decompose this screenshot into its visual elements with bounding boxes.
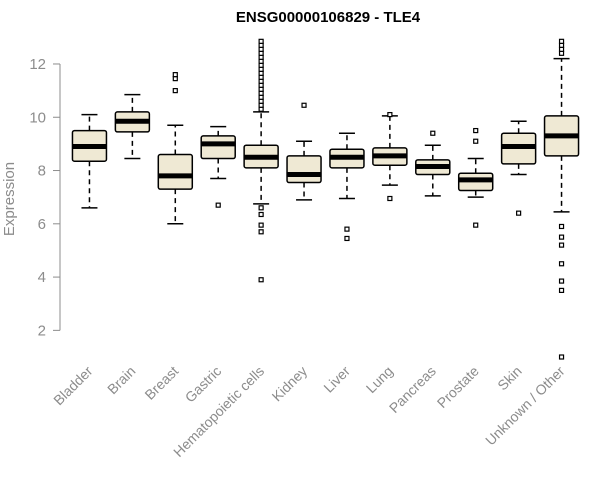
- box-pancreas: [415, 130, 451, 197]
- outlier-point: [473, 138, 479, 144]
- y-tick-label: 4: [38, 269, 46, 286]
- box-skin: [500, 120, 537, 216]
- outlier-point: [558, 242, 565, 248]
- outlier-point: [258, 211, 264, 218]
- outlier-point: [473, 222, 479, 228]
- chart-title: ENSG00000106829 - TLE4: [236, 9, 421, 26]
- outlier-point: [558, 234, 565, 240]
- outlier-point: [172, 88, 178, 94]
- y-axis: 2 4 6 8 10 12: [29, 56, 61, 339]
- x-tick-label: Lung: [363, 363, 396, 396]
- x-tick-label: Unknown / Other: [482, 363, 568, 449]
- box-prostate: [457, 127, 494, 228]
- outlier-point: [258, 38, 264, 44]
- x-tick-label: Liver: [320, 363, 353, 396]
- outlier-point: [558, 287, 565, 294]
- outlier-point: [344, 226, 350, 232]
- x-tick-label: Brain: [104, 363, 138, 397]
- box-gastric: [200, 125, 236, 208]
- box-lung: [372, 111, 408, 202]
- outlier-point: [344, 235, 350, 242]
- y-tick-label: 8: [38, 163, 46, 180]
- x-tick-label: Prostate: [434, 363, 482, 411]
- box-breast: [157, 72, 194, 225]
- outlier-point: [473, 127, 479, 134]
- outlier-point: [258, 222, 264, 228]
- x-tick-label: Gastric: [182, 363, 225, 406]
- outlier-point: [258, 277, 264, 283]
- x-tick-label: Kidney: [269, 363, 311, 405]
- outlier-point: [558, 261, 565, 267]
- y-tick-label: 12: [29, 56, 46, 73]
- outlier-point: [215, 202, 221, 208]
- outlier-point: [558, 354, 565, 360]
- outlier-point: [430, 130, 436, 136]
- outlier-point: [301, 102, 307, 108]
- boxes-group: [71, 38, 580, 360]
- outlier-point: [516, 210, 522, 216]
- outlier-point: [387, 195, 393, 202]
- x-tick-label: Breast: [141, 363, 181, 403]
- y-tick-label: 10: [29, 109, 46, 126]
- outlier-point: [258, 205, 264, 211]
- y-tick-label: 6: [38, 216, 46, 233]
- outlier-point: [558, 38, 565, 44]
- outlier-point: [558, 278, 565, 284]
- outlier-point: [258, 229, 264, 235]
- outlier-point: [172, 72, 178, 78]
- box-liver: [329, 132, 365, 242]
- outlier-point: [558, 223, 565, 230]
- x-tick-label: Bladder: [50, 363, 96, 409]
- iqr-box: [200, 135, 236, 160]
- box-brain: [114, 93, 151, 160]
- box-kidney: [286, 102, 322, 201]
- y-tick-label: 2: [38, 322, 46, 339]
- x-tick-label: Skin: [494, 363, 525, 394]
- box-hematopoietic-cells: [243, 38, 279, 283]
- iqr-box: [286, 155, 322, 184]
- outlier-point: [387, 111, 393, 118]
- box-unknown-other: [543, 38, 580, 360]
- y-axis-label: Expression: [1, 162, 18, 236]
- x-tick-label: Pancreas: [386, 363, 439, 416]
- box-bladder: [71, 113, 108, 209]
- iqr-box: [157, 153, 194, 190]
